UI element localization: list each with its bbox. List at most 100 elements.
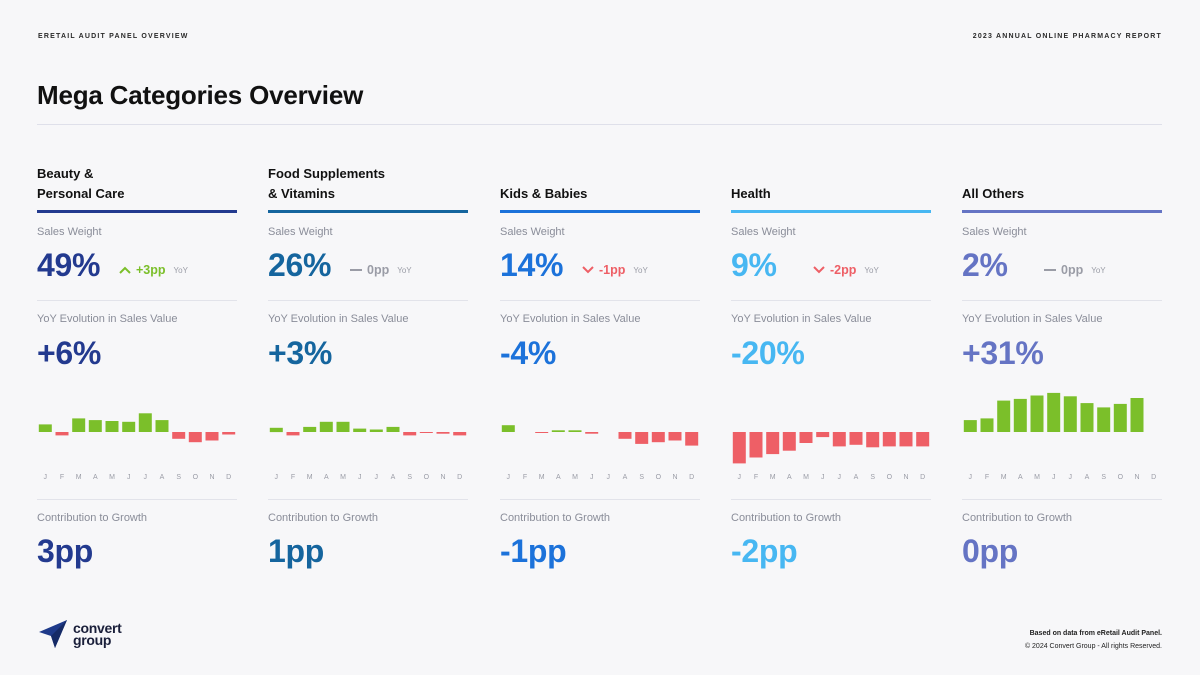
chart-bar	[832, 432, 846, 447]
chart-bar	[1013, 398, 1027, 432]
section-divider	[37, 300, 237, 301]
month-tick-label: J	[1052, 474, 1056, 481]
month-tick-label: M	[1001, 474, 1007, 481]
month-tick-label: A	[93, 474, 98, 481]
month-tick-label: N	[209, 474, 214, 481]
month-tick-label: J	[275, 474, 279, 481]
sales-weight-delta: 0pp YoY	[350, 263, 412, 277]
section-divider	[500, 300, 700, 301]
chart-bar	[419, 432, 433, 433]
yoy-tag: YoY	[633, 265, 648, 275]
chart-bar	[963, 420, 977, 432]
month-tick-label: J	[738, 474, 742, 481]
month-tick-label: S	[1101, 474, 1106, 481]
chart-bar	[138, 413, 152, 432]
chart-bar	[816, 432, 830, 438]
category-column: Beauty & Personal Care Sales Weight 49% +3pp…	[37, 160, 237, 600]
chart-bar	[1130, 398, 1144, 432]
month-tick-label: M	[1034, 474, 1040, 481]
sales-weight-value: 14%	[500, 247, 564, 283]
category-name-line2: All Others	[962, 186, 1025, 201]
category-name: Food Supplements & Vitamins	[268, 160, 468, 204]
chart-bar	[386, 426, 400, 432]
sales-weight-value: 9%	[731, 247, 777, 283]
chart-bar	[88, 420, 102, 432]
month-tick-label: S	[407, 474, 412, 481]
contribution-label: Contribution to Growth	[731, 512, 842, 524]
chart-bar	[403, 432, 417, 436]
yoy-evolution-label: YoY Evolution in Sales Value	[500, 313, 641, 325]
category-column: All Others Sales Weight 2% 0pp YoY YoY Evolut…	[962, 160, 1162, 600]
yoy-evolution-value: -20%	[731, 335, 805, 371]
chart-bar	[866, 432, 880, 448]
month-tick-label: D	[1151, 474, 1156, 481]
chart-bar	[188, 432, 202, 443]
month-tick-label: O	[193, 474, 199, 481]
month-tick-label: D	[920, 474, 925, 481]
chart-bar	[122, 421, 136, 432]
month-tick-label: D	[226, 474, 231, 481]
month-tick-label: O	[424, 474, 430, 481]
category-name-line2: & Vitamins	[268, 186, 335, 201]
chart-bar	[336, 421, 350, 432]
chart-bar	[685, 432, 699, 446]
month-tick-label: M	[307, 474, 313, 481]
month-tick-label: N	[672, 474, 677, 481]
contribution-label: Contribution to Growth	[500, 512, 611, 524]
chart-bar	[303, 426, 317, 432]
month-tick-label: M	[109, 474, 115, 481]
chart-bar	[205, 432, 219, 441]
report-section-label: ERETAIL AUDIT PANEL OVERVIEW	[38, 33, 189, 40]
month-tick-label: F	[523, 474, 527, 481]
contribution-label: Contribution to Growth	[37, 512, 148, 524]
section-divider	[500, 499, 700, 500]
category-name-line2: Kids & Babies	[500, 186, 588, 201]
chart-bar	[319, 421, 333, 432]
yoy-tag: YoY	[1091, 265, 1106, 275]
chart-bar	[72, 418, 86, 432]
dash-icon	[1044, 269, 1056, 271]
chart-bar	[286, 432, 300, 436]
month-tick-label: J	[144, 474, 148, 481]
chart-bar	[585, 432, 599, 434]
section-divider	[268, 499, 468, 500]
chart-bar	[980, 418, 994, 432]
month-tick-label: J	[607, 474, 611, 481]
month-tick-label: J	[375, 474, 379, 481]
month-tick-label: F	[60, 474, 64, 481]
month-tick-label: M	[572, 474, 578, 481]
category-name-line2: Personal Care	[37, 186, 125, 201]
category-rule	[268, 210, 468, 213]
chart-bar	[916, 432, 930, 447]
category-rule	[37, 210, 237, 213]
copyright-note: © 2024 Convert Group - All rights Reserv…	[1024, 643, 1162, 650]
month-tick-label: A	[854, 474, 859, 481]
month-tick-label: O	[656, 474, 662, 481]
yoy-tag: YoY	[173, 265, 188, 275]
chart-bar	[849, 432, 863, 445]
chart-bar	[551, 430, 565, 432]
yoy-evolution-label: YoY Evolution in Sales Value	[268, 313, 409, 325]
month-tick-label: S	[870, 474, 875, 481]
delta-value: 0pp	[1061, 263, 1084, 277]
chart-bar	[1063, 396, 1077, 432]
month-tick-label: A	[556, 474, 561, 481]
chart-bar	[38, 424, 52, 432]
category-name: Health	[731, 160, 931, 204]
source-note: Based on data from eRetail Audit Panel.	[1029, 630, 1162, 637]
chart-bar	[1047, 392, 1061, 432]
month-tick-label: M	[803, 474, 809, 481]
sales-weight-label: Sales Weight	[731, 226, 796, 238]
category-name-line2: Health	[731, 186, 771, 201]
chart-bar	[1113, 403, 1127, 432]
chevron-up-icon	[119, 266, 131, 274]
chart-bar	[1080, 403, 1094, 432]
category-rule	[962, 210, 1162, 213]
chart-bar	[997, 400, 1011, 432]
month-tick-label: O	[1118, 474, 1124, 481]
logo-word-1: convert	[73, 620, 122, 636]
contribution-value: 1pp	[268, 533, 324, 569]
chart-bar	[635, 432, 649, 444]
chart-bar	[369, 429, 383, 432]
